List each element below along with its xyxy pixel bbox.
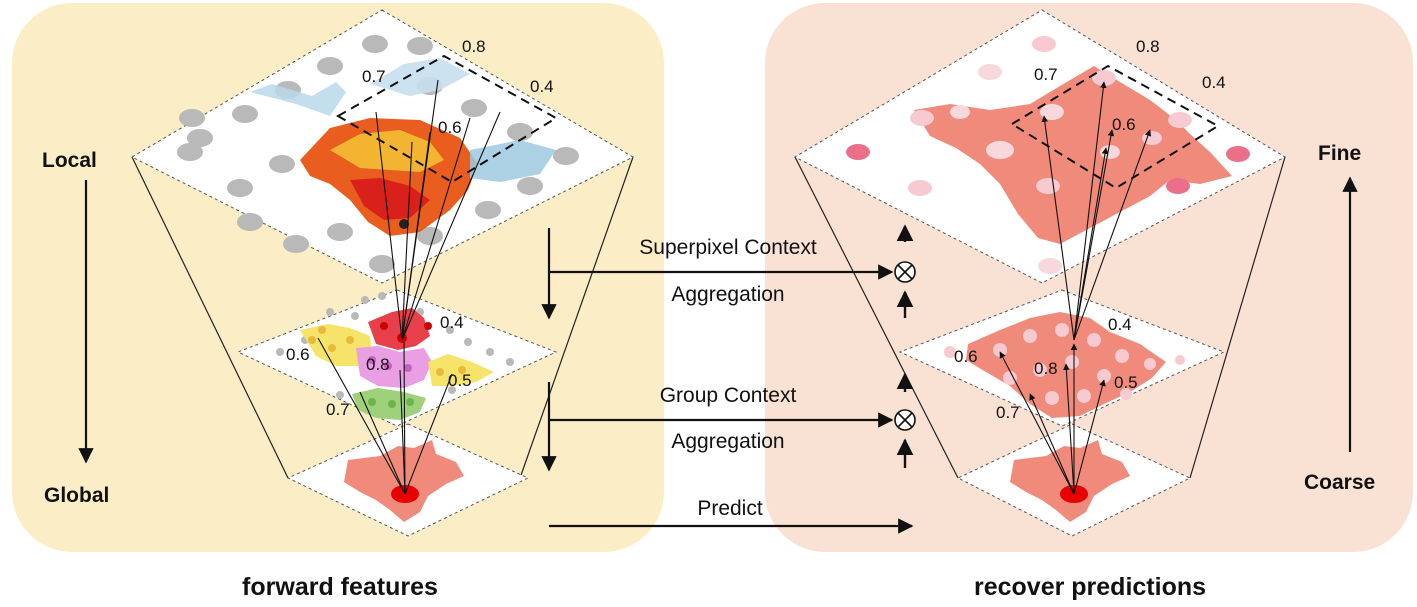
right-weight-mid-1: 0.6 <box>954 347 978 366</box>
group-red <box>368 308 430 350</box>
right-weight-top-1: 0.7 <box>1034 65 1058 84</box>
right-weight-top-2: 0.4 <box>1202 73 1226 92</box>
left-weight-mid-0: 0.4 <box>440 313 464 332</box>
predict-label: Predict <box>697 497 763 520</box>
middle-flow: Superpixel Context Aggregation Group Con… <box>541 224 916 534</box>
superpixel-combine-node <box>894 224 916 318</box>
left-weight-mid-4: 0.7 <box>326 400 350 419</box>
right-weight-mid-4: 0.7 <box>996 403 1020 422</box>
group-yellow-left <box>300 324 372 366</box>
right-panel: 0.8 0.7 0.4 0.6 0.4 0.6 0.8 0.5 0.7 Fine… <box>793 9 1375 537</box>
left-weight-top-0: 0.8 <box>462 37 486 56</box>
left-aggregation-lines <box>317 79 501 495</box>
fine-dots <box>846 36 1250 274</box>
group-pink <box>356 346 432 388</box>
group-combine-node <box>894 372 916 468</box>
left-caption: forward features <box>242 573 438 601</box>
coarse-mask <box>1010 440 1130 522</box>
right-weight-top-3: 0.6 <box>1112 115 1136 134</box>
group-context-label: Group Context <box>660 384 797 407</box>
superpixel-context-label: Superpixel Context <box>639 236 817 259</box>
left-axis-top-label: Local <box>42 149 97 172</box>
superpixel-dots <box>177 35 579 273</box>
right-axis-bottom-label: Coarse <box>1304 471 1375 494</box>
left-weight-top-1: 0.7 <box>362 67 386 86</box>
left-weight-top-2: 0.4 <box>530 77 554 96</box>
fine-window <box>1010 64 1221 190</box>
left-panel: 0.8 0.7 0.4 0.6 0.4 0.6 0.8 0.5 0.7 Loca… <box>42 9 635 537</box>
group-dots <box>276 292 514 399</box>
right-weight-top-0: 0.8 <box>1136 37 1160 56</box>
left-weight-mid-3: 0.5 <box>448 371 472 390</box>
right-caption: recover predictions <box>974 573 1206 601</box>
left-weight-mid-2: 0.8 <box>366 355 390 374</box>
group-aggregation-label: Aggregation <box>671 430 784 453</box>
right-weight-mid-2: 0.8 <box>1034 359 1058 378</box>
left-axis-bottom-label: Global <box>44 484 109 507</box>
fine-mask <box>914 66 1232 244</box>
superpixel-aggregation-label: Aggregation <box>671 283 784 306</box>
right-axis-top-label: Fine <box>1318 142 1361 165</box>
left-weight-top-3: 0.6 <box>438 118 462 137</box>
right-weight-mid-3: 0.5 <box>1114 373 1138 392</box>
local-window <box>335 54 558 184</box>
right-weight-mid-0: 0.4 <box>1108 315 1132 334</box>
left-weight-mid-1: 0.6 <box>286 345 310 364</box>
right-recovery-lines <box>999 81 1152 495</box>
